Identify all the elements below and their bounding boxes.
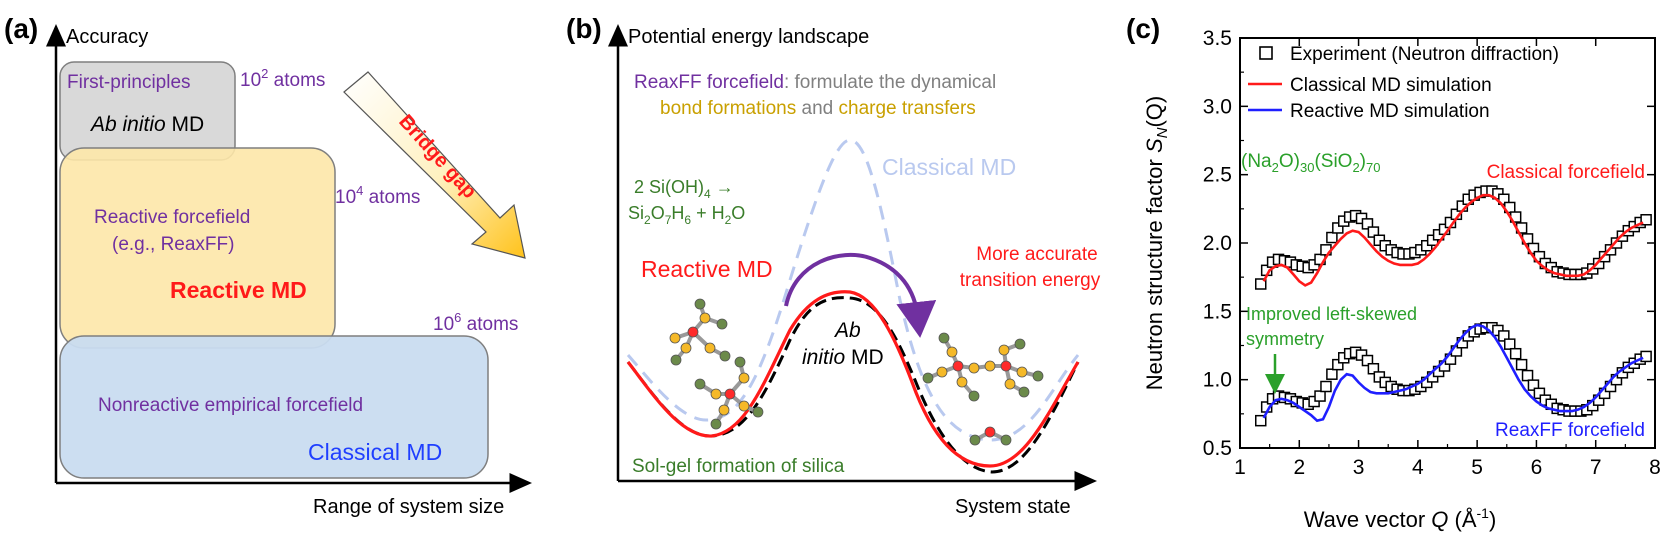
experiment-point-upper [1498, 193, 1510, 206]
bridge-gap-arrow [343, 71, 526, 259]
experiment-point-upper [1592, 257, 1605, 270]
experiment-point-lower [1367, 362, 1380, 375]
y-tick-label: 2.0 [1203, 232, 1232, 255]
experiment-point-lower [1504, 338, 1516, 350]
panel-c-plot: 1 2 3 4 5 6 7 8 0.5 1.0 1.5 2.0 2.5 3.0 3.5 [1203, 27, 1661, 479]
experiment-point-lower [1527, 379, 1540, 391]
x-tick-label: 8 [1649, 456, 1661, 479]
y-tick-label: 3.5 [1203, 27, 1232, 50]
experiment-point-lower [1361, 354, 1374, 367]
panel-c-x-axis-label: Wave vector Q (Å-1) [1304, 505, 1497, 532]
panel-a: (a) Accuracy Range of system size First-… [4, 13, 532, 518]
experiment-point-lower [1515, 358, 1528, 371]
atoms-label-3: 106 atoms [433, 310, 518, 335]
legend-experiment-label: Experiment (Neutron diffraction) [1290, 44, 1559, 65]
x-tick-label: 4 [1412, 456, 1424, 479]
panel-c: (c) 1 2 3 4 5 6 7 8 0.5 1.0 1.5 2.0 2.5 3.0 3.5 Neutro… [1126, 13, 1661, 532]
reactive-ff-label-1: Reactive forcefield [94, 207, 250, 228]
reaxff-forcefield-label: ReaxFF forcefield [1495, 420, 1645, 441]
atoms-label-1: 102 atoms [240, 66, 325, 91]
panel-b-x-axis-label: System state [955, 496, 1071, 518]
classical-md-box [59, 335, 489, 479]
classical-md-label: Classical MD [308, 439, 442, 465]
legend-reactive-label: Reactive MD simulation [1290, 101, 1490, 122]
improved-symmetry-label-1: Improved left-skewed [1246, 304, 1417, 324]
experiment-point-lower [1533, 387, 1546, 400]
classical-md-series-line [1262, 193, 1644, 287]
y-tick-label: 2.5 [1203, 164, 1232, 187]
reactive-md-label: Reactive MD [170, 277, 307, 303]
plot-frame [1239, 37, 1656, 449]
experiment-point-lower [1521, 369, 1534, 382]
experiment-point-upper [1255, 278, 1267, 290]
reaxff-description-line-2: bond formations and charge transfers [660, 98, 976, 119]
experiment-point-lower [1640, 350, 1652, 363]
molecule-left-atoms [669, 298, 764, 430]
sol-gel-label: Sol-gel formation of silica [632, 456, 845, 477]
nonreactive-ff-label: Nonreactive empirical forcefield [98, 395, 363, 416]
experiment-point-upper [1332, 222, 1344, 234]
panel-c-legend: Experiment (Neutron diffraction) Classic… [1248, 44, 1559, 122]
experiment-point-lower [1320, 380, 1332, 393]
reactive-md-curve-label: Reactive MD [641, 256, 773, 282]
reaction-line-2: Si2O7H6 + H2O [628, 203, 745, 227]
experiment-point-lower [1326, 368, 1338, 380]
panel-b-label: (b) [566, 13, 602, 44]
experiment-point-upper [1367, 226, 1380, 238]
y-tick-label: 3.0 [1203, 95, 1232, 118]
panel-a-label: (a) [4, 13, 38, 44]
reaction-line-1: 2 Si(OH)4 → [634, 177, 734, 201]
panel-c-y-axis-label: Neutron structure factor SN(Q) [1142, 96, 1171, 391]
experiment-point-lower [1314, 390, 1326, 402]
molecule-right-atoms [922, 332, 1044, 446]
y-tick-label: 0.5 [1203, 437, 1232, 460]
x-tick-label: 3 [1353, 456, 1365, 479]
classical-md-curve-label: Classical MD [882, 154, 1016, 180]
x-tick-label: 7 [1590, 456, 1602, 479]
panel-b-y-axis-label: Potential energy landscape [628, 26, 869, 48]
classical-forcefield-label: Classical forcefield [1487, 162, 1645, 183]
transition-arrow [784, 253, 937, 338]
legend-classical-label: Classical MD simulation [1290, 75, 1492, 96]
x-tick-label: 5 [1471, 456, 1483, 479]
reaxff-description-line-1: ReaxFF forcefield: formulate the dynamic… [634, 72, 996, 93]
first-principles-label: First-principles [67, 72, 191, 93]
x-tick-label: 2 [1293, 456, 1305, 479]
ab-initio-label-2: initio MD [802, 346, 884, 369]
reactive-md-series-line [1262, 323, 1644, 423]
experiment-point-upper [1598, 250, 1611, 263]
y-tick-label: 1.5 [1203, 300, 1232, 323]
experiment-point-upper [1326, 231, 1338, 244]
x-tick-label: 6 [1531, 456, 1543, 479]
experiment-point-upper [1361, 218, 1374, 230]
legend-experiment-marker [1259, 46, 1273, 60]
improved-symmetry-label-2: symmetry [1246, 329, 1324, 349]
experiment-point-lower [1509, 347, 1522, 360]
atoms-label-2: 104 atoms [335, 183, 420, 208]
experiment-point-upper [1610, 237, 1623, 249]
x-tick-label: 1 [1234, 456, 1246, 479]
more-accurate-label-1: More accurate [976, 244, 1097, 265]
panel-b: (b) Potential energy landscape System st… [566, 13, 1101, 518]
more-accurate-label-2: transition energy [960, 270, 1101, 291]
experiment-point-lower [1332, 358, 1344, 371]
ab-initio-label-1: Ab [833, 319, 861, 342]
panel-a-y-axis-label: Accuracy [66, 26, 148, 48]
experiment-point-upper [1640, 214, 1652, 226]
panel-c-label: (c) [1126, 13, 1160, 44]
experiment-point-upper [1604, 244, 1617, 256]
experiment-point-lower [1498, 330, 1510, 342]
reactive-ff-label-2: (e.g., ReaxFF) [112, 234, 234, 255]
y-tick-label: 1.0 [1203, 369, 1232, 392]
experiment-point-lower [1255, 414, 1267, 427]
composition-label: (Na2O)30(SiO2)70 [1241, 151, 1380, 175]
reactive-md-curve [626, 290, 1080, 468]
ab-initio-md-label: Ab initio MD [89, 113, 204, 136]
panel-a-x-axis-label: Range of system size [313, 496, 504, 518]
